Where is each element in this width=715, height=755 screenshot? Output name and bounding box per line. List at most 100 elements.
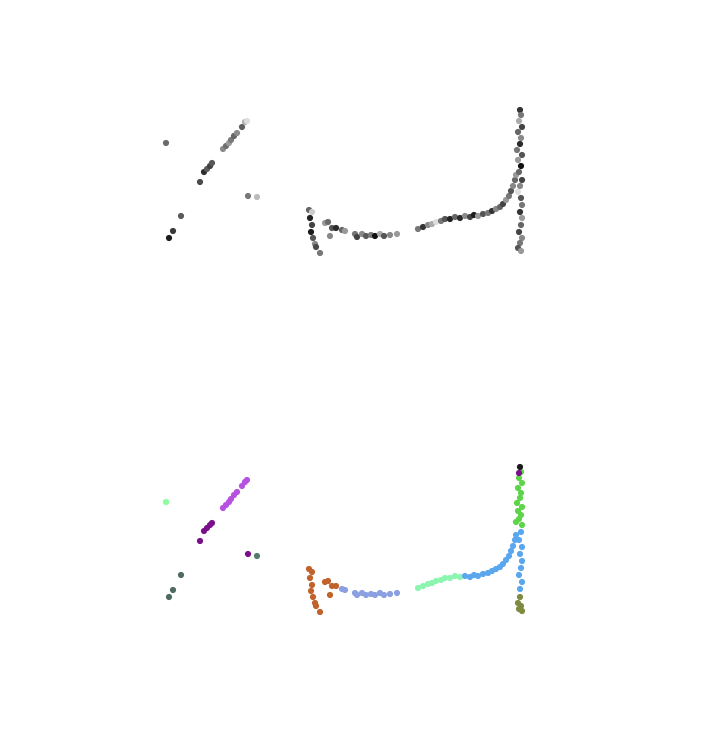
scatter-point (419, 223, 427, 231)
scatter-point (513, 146, 521, 154)
scatter-point (509, 542, 517, 550)
scatter-point (515, 168, 523, 176)
scatter-point (432, 218, 440, 226)
scatter-point (451, 572, 459, 580)
scatter-point (308, 568, 316, 576)
scatter-point (208, 519, 216, 527)
scatter-point (516, 182, 524, 190)
scatter-point (307, 587, 315, 595)
scatter-point (243, 117, 251, 125)
scatter-point (518, 176, 526, 184)
scatter-point (244, 550, 252, 558)
scatter-point (515, 228, 523, 236)
scatter-point (414, 225, 422, 233)
scatter-point (332, 582, 340, 590)
scatter-point (165, 234, 173, 242)
scatter-point (316, 249, 324, 257)
scatter-point (169, 227, 177, 235)
scatter-point (353, 591, 361, 599)
scatter-point (515, 474, 523, 482)
scatter-point (517, 489, 525, 497)
scatter-point (177, 571, 185, 579)
scatter-point (414, 584, 422, 592)
scatter-point (505, 192, 513, 200)
scatter-point (233, 129, 241, 137)
scatter-point (380, 591, 388, 599)
scatter-point (306, 214, 314, 222)
scatter-point (509, 182, 517, 190)
scatter-point (518, 151, 526, 159)
scatter-point (371, 591, 379, 599)
scatter-point (326, 232, 334, 240)
scatter-point (312, 243, 320, 251)
scatter-point (162, 139, 170, 147)
scatter-point (513, 499, 521, 507)
scatter-point (517, 528, 525, 536)
scatter-point (518, 607, 526, 615)
scatter-point (208, 159, 216, 167)
scatter-point (233, 488, 241, 496)
scatter-point (518, 214, 526, 222)
scatter-point (474, 212, 482, 220)
scatter-point (512, 518, 520, 526)
scatter-point (516, 593, 524, 601)
scatter-point (507, 187, 515, 195)
scatter-point (461, 212, 469, 220)
scatter-point (380, 232, 388, 240)
scatter-point (324, 577, 332, 585)
scatter-point (326, 591, 334, 599)
scatter-point (196, 178, 204, 186)
scatter-point (512, 531, 520, 539)
scatter-point (316, 608, 324, 616)
scatter-point (474, 572, 482, 580)
scatter-point (518, 201, 526, 209)
scatter-point (516, 550, 524, 558)
scatter-point (362, 591, 370, 599)
scatter-point (517, 247, 525, 255)
scatter-point (516, 140, 524, 148)
scatter-point (516, 208, 524, 216)
scatter-point (307, 228, 315, 236)
scatter-point (516, 106, 524, 114)
scatter-point (196, 537, 204, 545)
scatter-point (162, 498, 170, 506)
scatter-point (309, 593, 317, 601)
scatter-point (308, 221, 316, 229)
scatter-point (441, 574, 449, 582)
scatter-point (479, 570, 487, 578)
scatter-point (169, 586, 177, 594)
scatter-point (514, 156, 522, 164)
scatter-point (371, 232, 379, 240)
scatter-point (446, 574, 454, 582)
scatter-point (517, 162, 525, 170)
scatter-point (518, 543, 526, 551)
scatter-point (514, 188, 522, 196)
scatter-point (332, 224, 340, 232)
scatter-point (518, 234, 526, 242)
scatter-point (386, 590, 394, 598)
scatter-point (341, 227, 349, 235)
scatter-point (341, 586, 349, 594)
scatter-point (518, 479, 526, 487)
scatter-point (306, 574, 314, 582)
top-scatter-panel (162, 106, 526, 257)
scatter-point (517, 134, 525, 142)
scatter-point (451, 213, 459, 221)
scatter-point (308, 208, 316, 216)
scatter-point (515, 536, 523, 544)
scatter-point (511, 176, 519, 184)
scatter-point (518, 503, 526, 511)
scatter-point (253, 193, 261, 201)
scatter-point (516, 494, 524, 502)
scatter-point (312, 602, 320, 610)
scatter-point (177, 212, 185, 220)
scatter-point (514, 128, 522, 136)
scatter-point (432, 577, 440, 585)
scatter-point (515, 117, 523, 125)
scatter-point (243, 476, 251, 484)
scatter-point (517, 564, 525, 572)
bottom-scatter-panel (162, 463, 526, 616)
scatter-point (518, 557, 526, 565)
scatter-point (518, 521, 526, 529)
